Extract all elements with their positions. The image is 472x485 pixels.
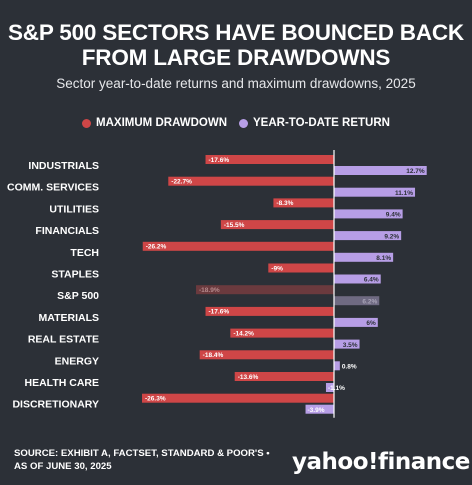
return-value-s-p-500: 6.2% — [362, 298, 377, 305]
yahoo-finance-logo: yahoo!finance — [292, 449, 470, 475]
drawdown-bar-energy — [199, 350, 334, 360]
return-bar-staples — [334, 274, 381, 284]
category-label-financials: FINANCIALS — [35, 225, 99, 237]
category-label-real-estate: REAL ESTATE — [28, 334, 99, 346]
drawdown-value-s-p-500: -18.9% — [199, 287, 220, 294]
category-label-staples: STAPLES — [51, 269, 99, 281]
return-bar-financials — [334, 231, 402, 241]
legend-label-drawdown: MAXIMUM DRAWDOWN — [96, 117, 227, 129]
drawdown-bar-discretionary — [142, 393, 334, 403]
return-bar-utilities — [334, 209, 403, 219]
drawdown-bar-utilities — [273, 198, 334, 208]
drawdown-bar-financials — [220, 220, 334, 230]
category-label-utilities: UTILITIES — [49, 203, 99, 215]
drawdown-value-industrials: -17.6% — [209, 157, 230, 164]
legend: MAXIMUM DRAWDOWN YEAR-TO-DATE RETURN — [0, 117, 472, 129]
category-label-industrials: INDUSTRIALS — [28, 160, 99, 172]
return-value-tech: 8.1% — [376, 255, 391, 262]
return-bar-real-estate — [334, 339, 360, 349]
legend-item-drawdown: MAXIMUM DRAWDOWN — [82, 117, 227, 129]
return-bar-s-p-500 — [334, 296, 380, 306]
drawdown-value-materials: -17.6% — [209, 309, 230, 316]
drawdown-value-tech: -26.2% — [146, 244, 167, 251]
drawdown-bar-tech — [142, 241, 334, 251]
return-bar-industrials — [334, 166, 427, 175]
return-value-comm-services: 11.1% — [395, 190, 413, 197]
category-label-energy: ENERGY — [55, 355, 99, 367]
return-bar-energy — [334, 361, 340, 371]
category-label-s-p-500: S&P 500 — [57, 290, 99, 302]
return-value-real-estate: 3.5% — [343, 342, 358, 349]
drawdown-value-utilities: -8.3% — [276, 200, 293, 207]
category-label-materials: MATERIALS — [39, 312, 99, 324]
return-value-financials: 9.2% — [384, 233, 399, 240]
drawdown-bar-real-estate — [230, 328, 334, 338]
return-bar-discretionary — [305, 404, 334, 414]
legend-swatch-drawdown — [82, 118, 92, 128]
return-value-discretionary: -3.9% — [308, 407, 325, 414]
drawdown-bar-industrials — [205, 155, 334, 164]
return-value-industrials: 12.7% — [406, 168, 425, 175]
drawdown-bar-health-care — [234, 372, 334, 381]
return-bar-tech — [334, 252, 394, 262]
return-bar-materials — [334, 317, 378, 327]
source-note: SOURCE: EXHIBIT A, FACTSET, STANDARD & P… — [14, 448, 270, 472]
chart-title: S&P 500 SECTORS HAVE BOUNCED BACK FROM L… — [7, 20, 464, 70]
return-value-utilities: 9.4% — [386, 212, 401, 219]
drawdown-value-discretionary: -26.3% — [145, 396, 166, 403]
chart-subtitle: Sector year-to-date returns and maximum … — [56, 76, 416, 91]
return-value-energy: 0.8% — [342, 364, 357, 371]
return-value-materials: 6% — [366, 320, 376, 327]
drawdown-bar-s-p-500 — [196, 285, 334, 295]
category-label-discretionary: DISCRETIONARY — [12, 399, 99, 411]
drawdown-value-health-care: -13.6% — [238, 374, 259, 381]
legend-item-return: YEAR-TO-DATE RETURN — [239, 117, 390, 129]
return-value-health-care: -1.1% — [328, 385, 345, 392]
category-label-health-care: HEALTH CARE — [25, 377, 99, 389]
legend-label-return: YEAR-TO-DATE RETURN — [253, 117, 390, 129]
legend-swatch-return — [239, 118, 248, 128]
drawdown-value-comm-services: -22.7% — [171, 179, 192, 186]
category-label-tech: TECH — [70, 247, 99, 259]
drawdown-value-staples: -9% — [271, 265, 283, 272]
return-value-staples: 6.4% — [364, 277, 379, 284]
bar-chart: INDUSTRIALS -17.6% 12.7% COMM. SERVICES -22.… — [7, 150, 427, 418]
return-bar-health-care — [325, 383, 334, 392]
return-bar-comm-services — [334, 187, 416, 197]
drawdown-bar-comm-services — [168, 176, 334, 186]
drawdown-value-energy: -18.4% — [203, 352, 224, 359]
drawdown-bar-materials — [205, 306, 334, 316]
drawdown-value-financials: -15.5% — [224, 222, 245, 229]
drawdown-bar-staples — [268, 263, 334, 273]
drawdown-value-real-estate: -14.2% — [233, 330, 254, 337]
category-label-comm-services: COMM. SERVICES — [7, 182, 99, 194]
